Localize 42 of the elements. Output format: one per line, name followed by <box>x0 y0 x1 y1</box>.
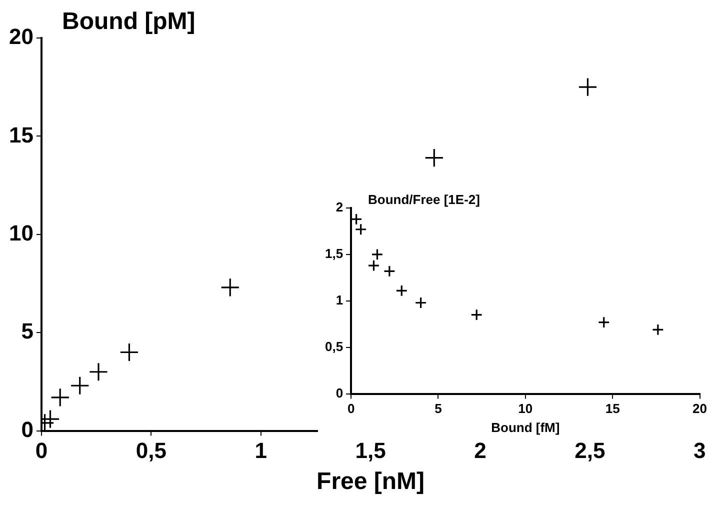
x-tick-label: 1 <box>254 438 267 464</box>
point <box>371 248 384 260</box>
x-tick-label: 0 <box>347 401 355 416</box>
x-tick-label: 1,5 <box>355 438 386 464</box>
point <box>220 278 240 298</box>
x-axis-title: Bound [fM] <box>491 420 560 435</box>
x-tick-label: 10 <box>518 401 533 416</box>
y-tick-label: 0 <box>336 385 344 400</box>
x-tick-label: 2 <box>474 438 486 464</box>
point <box>383 265 396 278</box>
y-axis-title: Bound [pM] <box>62 8 196 36</box>
y-tick-label: 10 <box>8 220 34 246</box>
x-tick-label: 3 <box>693 438 706 464</box>
x-tick-label: 0,5 <box>136 438 166 464</box>
x-tick-label: 15 <box>605 401 620 416</box>
point <box>351 213 362 226</box>
point <box>368 260 380 272</box>
point <box>354 223 367 236</box>
point <box>50 388 70 408</box>
point <box>396 284 408 297</box>
point <box>578 78 598 97</box>
point <box>652 324 664 336</box>
y-tick-label: 20 <box>8 24 34 50</box>
point <box>414 296 427 309</box>
x-tick-label: 5 <box>434 401 442 416</box>
x-tick-label: 2,5 <box>574 438 606 464</box>
y-tick-label: 1,5 <box>324 246 344 262</box>
point <box>598 316 610 328</box>
y-axis-title: Bound/Free [1E-2] <box>368 192 480 207</box>
y-tick-label: 0 <box>21 416 34 442</box>
x-axis-title: Free [nM] <box>316 468 425 496</box>
point <box>470 308 483 321</box>
y-tick-label: 2 <box>336 200 344 215</box>
x-tick-label: 20 <box>692 401 708 416</box>
point <box>70 376 90 396</box>
y-tick-label: 5 <box>21 318 34 344</box>
y-tick-label: 15 <box>8 122 34 148</box>
y-tick-label: 0,5 <box>324 338 344 354</box>
point <box>120 342 139 362</box>
point <box>424 148 444 168</box>
point <box>88 362 108 382</box>
y-tick-label: 1 <box>336 292 344 308</box>
